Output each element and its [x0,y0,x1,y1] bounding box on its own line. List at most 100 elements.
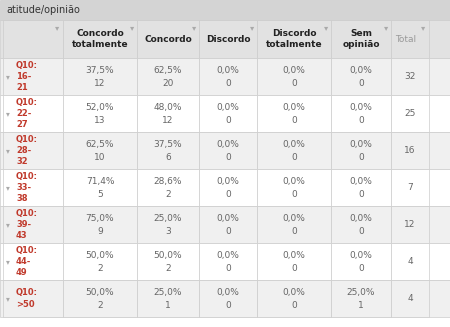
Bar [137,58,199,95]
Bar [391,243,429,280]
Text: 37,5%: 37,5% [154,140,182,149]
Text: Q10:
44-
49: Q10: 44- 49 [16,246,38,277]
Text: Q10:
22-
27: Q10: 22- 27 [16,98,38,129]
Text: 0,0%: 0,0% [283,140,306,149]
Text: 0: 0 [291,116,297,125]
Bar [199,169,257,206]
Text: 0,0%: 0,0% [350,66,373,75]
Bar [3,132,63,169]
Text: Discordo: Discordo [206,35,250,43]
Text: ▾: ▾ [421,24,425,32]
Text: 0,0%: 0,0% [216,288,239,297]
Text: ▾: ▾ [6,72,10,81]
Text: Total: Total [395,35,416,43]
Text: 10: 10 [94,153,106,163]
Bar [0,20,450,58]
Bar [3,20,63,58]
Bar [63,206,137,243]
Text: Concordo: Concordo [144,35,192,43]
Text: Q10:
33-
38: Q10: 33- 38 [16,172,38,203]
Bar [0,206,450,243]
Text: 0: 0 [358,116,364,125]
Bar [391,58,429,95]
Text: 12: 12 [404,220,416,229]
Text: 12: 12 [162,116,174,125]
Text: 1: 1 [358,301,364,310]
Bar [63,20,137,58]
Text: 1: 1 [165,301,171,310]
Bar [257,206,331,243]
Text: 2: 2 [97,301,103,310]
Text: 0: 0 [291,265,297,273]
Bar [63,243,137,280]
Bar [0,169,450,206]
Bar [63,58,137,95]
Text: 2: 2 [97,265,103,273]
Bar [199,280,257,317]
Text: ▾: ▾ [6,109,10,118]
Bar [391,206,429,243]
Text: ▾: ▾ [130,24,134,32]
Bar [257,280,331,317]
Bar [3,58,63,95]
Text: 0,0%: 0,0% [283,103,306,112]
Text: 0: 0 [225,227,231,236]
Text: 0: 0 [291,79,297,88]
Bar [391,280,429,317]
Text: 0: 0 [225,116,231,125]
Text: 0: 0 [291,190,297,199]
Bar [331,169,391,206]
Text: 0,0%: 0,0% [350,214,373,223]
Text: 0,0%: 0,0% [350,140,373,149]
Text: ▾: ▾ [250,24,254,32]
Bar [3,95,63,132]
Text: 52,0%: 52,0% [86,103,114,112]
Bar [331,95,391,132]
Text: 0: 0 [358,227,364,236]
Bar [391,95,429,132]
Text: 0: 0 [291,153,297,163]
Text: 9: 9 [97,227,103,236]
Text: 0: 0 [291,301,297,310]
Text: Q10:
16-
21: Q10: 16- 21 [16,61,38,92]
Text: 0,0%: 0,0% [216,177,239,186]
Bar [63,280,137,317]
Text: 25: 25 [404,109,416,118]
Text: ▾: ▾ [6,220,10,229]
Bar [0,280,450,317]
Text: 0,0%: 0,0% [350,177,373,186]
Text: 2: 2 [165,265,171,273]
Bar [199,243,257,280]
Bar [391,132,429,169]
Text: 5: 5 [97,190,103,199]
Text: 0,0%: 0,0% [216,103,239,112]
Text: 0,0%: 0,0% [350,251,373,260]
Text: ▾: ▾ [6,257,10,266]
Text: 4: 4 [407,257,413,266]
Bar [257,20,331,58]
Bar [199,95,257,132]
Bar [257,58,331,95]
Text: 7: 7 [407,183,413,192]
Text: 62,5%: 62,5% [86,140,114,149]
Bar [331,243,391,280]
Bar [257,169,331,206]
Text: 37,5%: 37,5% [86,66,114,75]
Bar [3,169,63,206]
Text: 71,4%: 71,4% [86,177,114,186]
Text: ▾: ▾ [192,24,196,32]
Text: ▾: ▾ [6,183,10,192]
Text: 0: 0 [225,79,231,88]
Bar [0,58,450,95]
Bar [137,132,199,169]
Text: 0: 0 [225,153,231,163]
Text: 50,0%: 50,0% [154,251,182,260]
Text: 25,0%: 25,0% [154,214,182,223]
Bar [257,132,331,169]
Text: 0,0%: 0,0% [350,103,373,112]
Bar [391,20,429,58]
Text: 0,0%: 0,0% [283,177,306,186]
Text: 0,0%: 0,0% [216,214,239,223]
Text: 25,0%: 25,0% [154,288,182,297]
Text: Q10:
>50: Q10: >50 [16,288,38,309]
